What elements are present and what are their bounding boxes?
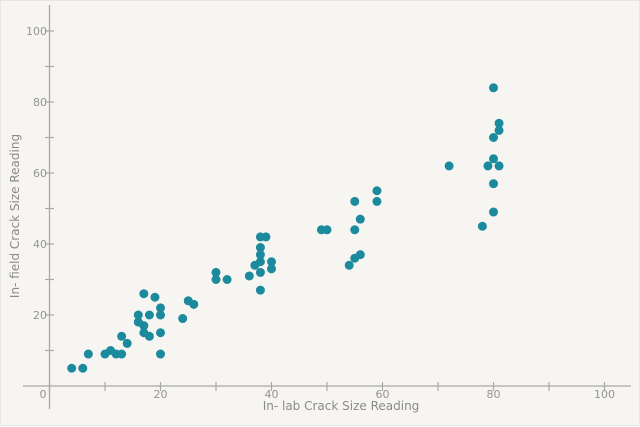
y-tick-label: 60: [33, 167, 47, 180]
data-point: [178, 314, 188, 324]
data-point: [267, 264, 276, 274]
x-tick-label: 20: [154, 388, 168, 401]
data-point: [83, 349, 93, 359]
data-point: [494, 118, 504, 128]
data-point: [255, 257, 265, 267]
data-point: [117, 349, 127, 359]
data-point: [483, 161, 493, 171]
data-point: [211, 267, 221, 277]
data-point: [139, 289, 149, 299]
data-point: [494, 125, 504, 135]
data-point: [489, 83, 498, 93]
y-tick-label: 100: [26, 25, 47, 38]
data-point: [255, 243, 265, 253]
data-point: [489, 133, 498, 142]
data-point: [372, 196, 382, 206]
data-point: [67, 363, 77, 373]
y-tick-label: 80: [33, 96, 47, 109]
data-point: [261, 232, 271, 242]
x-tick-label: 60: [376, 388, 390, 401]
data-point: [344, 260, 354, 270]
data-point: [267, 257, 276, 267]
data-point: [489, 207, 498, 217]
data-point: [350, 225, 360, 235]
data-point: [150, 292, 160, 302]
data-point: [489, 179, 498, 189]
x-tick-label: 80: [487, 388, 501, 401]
data-point: [189, 299, 199, 309]
x-tick-label: 0: [40, 388, 47, 401]
data-point: [156, 328, 165, 338]
data-point: [489, 154, 498, 164]
data-point: [255, 285, 265, 295]
data-point: [372, 186, 382, 196]
data-point: [122, 338, 132, 348]
data-point: [255, 267, 265, 277]
data-point: [244, 271, 254, 281]
x-tick-label: 40: [265, 388, 279, 401]
data-point: [322, 225, 332, 235]
data-point: [355, 250, 365, 260]
data-point: [444, 161, 454, 171]
x-tick-label: 100: [594, 388, 615, 401]
data-point: [477, 221, 487, 231]
data-point: [350, 196, 360, 206]
data-point: [117, 331, 127, 341]
data-point: [494, 161, 504, 171]
data-point: [144, 310, 154, 320]
data-point: [156, 349, 165, 359]
data-point: [156, 310, 165, 320]
data-point: [355, 214, 365, 224]
data-point: [222, 275, 232, 284]
data-point: [133, 310, 143, 320]
y-tick-label: 20: [33, 309, 47, 322]
y-axis-title: In- field Crack Size Reading: [8, 133, 22, 299]
data-point: [144, 331, 154, 341]
data-point: [211, 275, 221, 284]
data-point: [139, 321, 149, 331]
data-point: [78, 363, 88, 373]
x-axis-title: In- lab Crack Size Reading: [262, 399, 420, 413]
data-point: [156, 303, 165, 313]
y-tick-label: 40: [33, 238, 47, 251]
data-point: [255, 250, 265, 260]
